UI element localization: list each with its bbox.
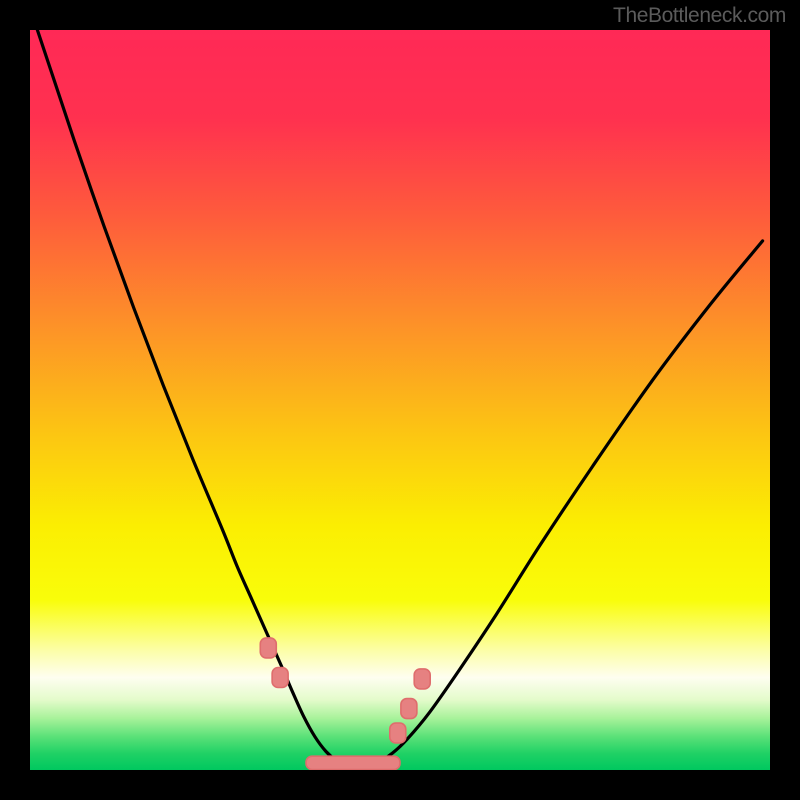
gradient-background (30, 30, 770, 770)
flat-bottom-band (306, 756, 400, 769)
marker-left-0 (260, 638, 276, 658)
flat-band-group (306, 756, 400, 769)
marker-right-1 (401, 699, 417, 719)
chart-svg (30, 30, 770, 770)
watermark-text: TheBottleneck.com (613, 4, 786, 28)
marker-left-1 (272, 668, 288, 688)
marker-right-2 (414, 669, 430, 689)
plot-container (30, 30, 770, 770)
outer-frame: TheBottleneck.com (0, 0, 800, 800)
marker-right-0 (390, 723, 406, 743)
